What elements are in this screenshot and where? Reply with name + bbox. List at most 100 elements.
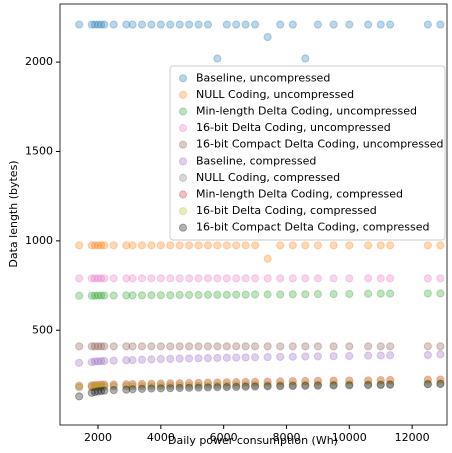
scatter-point xyxy=(276,290,285,299)
scatter-point xyxy=(364,289,373,298)
scatter-point xyxy=(87,241,96,250)
scatter-point xyxy=(345,274,354,283)
scatter-point xyxy=(313,376,322,385)
scatter-point xyxy=(203,354,213,363)
scatter-point xyxy=(93,382,103,392)
scatter-point xyxy=(87,381,96,390)
y-tick-label: 1500 xyxy=(25,144,53,157)
scatter-point xyxy=(250,342,260,351)
scatter-point xyxy=(364,351,373,360)
scatter-point xyxy=(93,291,103,300)
scatter-point xyxy=(288,352,297,361)
scatter-point xyxy=(203,381,213,390)
legend-marker xyxy=(178,207,188,216)
scatter-point xyxy=(313,20,322,29)
scatter-point xyxy=(364,241,373,250)
scatter-point xyxy=(175,20,184,29)
scatter-point xyxy=(128,274,137,283)
legend-marker xyxy=(178,223,188,232)
scatter-point xyxy=(345,381,354,390)
scatter-point xyxy=(100,241,109,250)
scatter-point xyxy=(313,274,322,283)
legend-marker xyxy=(178,107,188,116)
scatter-point xyxy=(345,380,354,389)
scatter-point xyxy=(288,290,297,299)
scatter-point xyxy=(213,383,222,392)
scatter-point xyxy=(185,378,194,388)
scatter-point xyxy=(122,342,131,351)
scatter-point xyxy=(166,274,175,283)
scatter-point xyxy=(137,20,147,29)
scatter-point xyxy=(194,379,203,389)
scatter-point xyxy=(313,352,322,361)
plot-area xyxy=(75,20,445,401)
scatter-point xyxy=(263,32,272,42)
scatter-point xyxy=(386,274,395,283)
scatter-point xyxy=(93,380,103,390)
legend-label: 16-bit Compact Delta Coding, uncompresse… xyxy=(196,138,443,151)
scatter-point xyxy=(423,375,432,384)
scatter-point xyxy=(301,378,310,387)
scatter-point xyxy=(288,274,297,283)
scatter-point xyxy=(100,356,109,366)
scatter-point xyxy=(185,20,194,29)
scatter-point xyxy=(376,376,385,385)
scatter-point xyxy=(147,355,156,364)
scatter-point xyxy=(288,381,297,391)
scatter-point xyxy=(194,290,203,300)
scatter-point xyxy=(90,381,99,391)
scatter-point xyxy=(97,381,106,390)
x-tick-label: 8000 xyxy=(272,431,300,444)
scatter-point xyxy=(93,20,103,29)
scatter-point xyxy=(313,381,322,390)
scatter-point xyxy=(147,382,156,391)
scatter-point xyxy=(203,342,213,351)
scatter-point xyxy=(166,379,175,388)
scatter-point xyxy=(109,356,118,365)
scatter-point xyxy=(203,241,213,250)
legend-marker xyxy=(178,190,188,199)
scatter-point xyxy=(75,241,84,250)
scatter-point xyxy=(97,241,106,250)
scatter-point xyxy=(194,354,203,363)
scatter-point xyxy=(301,376,310,386)
scatter-point xyxy=(241,20,250,29)
scatter-point xyxy=(93,241,103,250)
scatter-point xyxy=(166,384,175,393)
scatter-point xyxy=(329,274,338,283)
scatter-point xyxy=(263,290,272,299)
scatter-point xyxy=(232,20,241,29)
scatter-point xyxy=(75,274,84,283)
scatter-point xyxy=(386,377,395,386)
scatter-point xyxy=(288,20,297,29)
scatter-point xyxy=(250,377,260,386)
scatter-point xyxy=(175,342,184,351)
scatter-point xyxy=(364,381,373,390)
scatter-point xyxy=(100,381,109,390)
y-tick-label: 1000 xyxy=(25,234,53,247)
scatter-point xyxy=(90,342,99,351)
scatter-point xyxy=(156,20,165,29)
scatter-point xyxy=(90,20,99,29)
scatter-point xyxy=(263,254,272,263)
scatter-point xyxy=(232,377,241,387)
scatter-point xyxy=(364,377,373,386)
scatter-point xyxy=(109,380,118,389)
scatter-point xyxy=(137,291,147,300)
scatter-point xyxy=(222,378,231,387)
scatter-point xyxy=(364,20,373,29)
scatter-point xyxy=(213,54,222,63)
scatter-point xyxy=(75,383,84,392)
scatter-point xyxy=(109,342,118,351)
scatter-point xyxy=(376,274,385,283)
scatter-point xyxy=(250,274,260,283)
legend-marker xyxy=(178,157,188,166)
scatter-point xyxy=(175,380,184,389)
scatter-point xyxy=(90,381,99,390)
scatter-point xyxy=(313,241,322,250)
y-axis-label: Data length (bytes) xyxy=(7,160,20,267)
scatter-point xyxy=(100,274,109,283)
scatter-point xyxy=(263,352,272,362)
scatter-point xyxy=(122,380,131,389)
scatter-point xyxy=(436,20,445,29)
